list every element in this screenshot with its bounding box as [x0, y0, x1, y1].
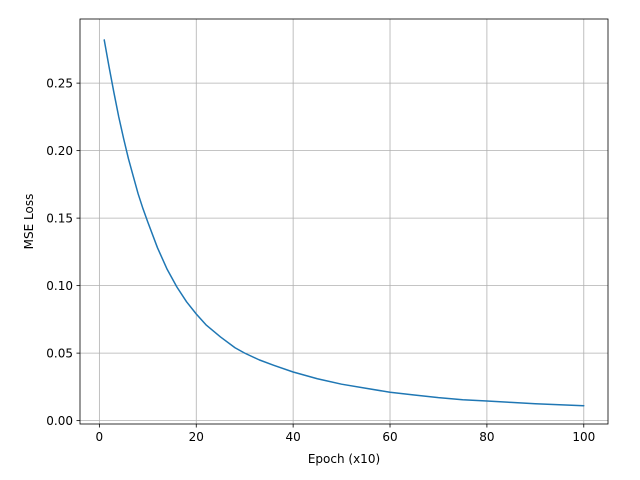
y-tick-label: 0.10: [46, 279, 73, 293]
plot-frame: [79, 18, 609, 425]
grid: [80, 19, 608, 424]
y-tick-label: 0.25: [46, 76, 73, 90]
x-tick-label: 0: [96, 430, 104, 444]
y-axis-label: MSE Loss: [22, 194, 36, 250]
y-tick-label: 0.05: [46, 346, 73, 360]
x-tick-label: 80: [479, 430, 494, 444]
y-tick-label: 0.15: [46, 211, 73, 225]
y-axis: 0.00 0.05 0.10 0.15 0.20 0.25: [46, 76, 80, 428]
series-line: [103, 39, 585, 407]
x-axis-label: Epoch (x10): [308, 452, 380, 466]
series-layer: [103, 39, 585, 407]
y-tick-label: 0.20: [46, 144, 73, 158]
x-tick-label: 40: [285, 430, 300, 444]
x-tick-label: 100: [572, 430, 595, 444]
y-tick-label: 0.00: [46, 414, 73, 428]
x-tick-label: 60: [382, 430, 397, 444]
x-tick-label: 20: [189, 430, 204, 444]
x-axis: 0 20 40 60 80 100: [96, 424, 595, 444]
